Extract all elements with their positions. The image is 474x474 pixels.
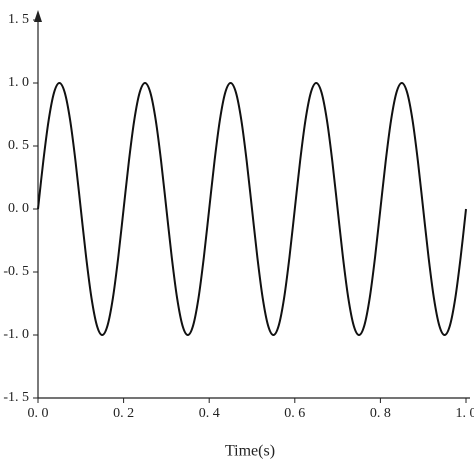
x-tick-label: 0. 6 xyxy=(284,406,305,421)
x-tick-label: 0. 0 xyxy=(28,406,49,421)
y-tick-label: -1. 5 xyxy=(3,390,29,405)
x-tick-label: 1. 0 xyxy=(456,406,474,421)
y-tick-label: 0. 0 xyxy=(8,201,29,216)
y-tick-label: 0. 5 xyxy=(8,138,29,153)
x-tick-label: 0. 2 xyxy=(113,406,134,421)
y-axis-arrow xyxy=(34,10,42,22)
line-series xyxy=(37,81,467,337)
x-axis-label: Time(s) xyxy=(225,443,275,460)
x-tick-label: 0. 8 xyxy=(370,406,391,421)
y-tick-label: -0. 5 xyxy=(3,264,29,279)
y-tick-label: 1. 0 xyxy=(8,75,29,90)
y-tick-label: 1. 5 xyxy=(8,12,29,27)
y-tick-label: -1. 0 xyxy=(3,327,29,342)
x-tick-label: 0. 4 xyxy=(199,406,220,421)
